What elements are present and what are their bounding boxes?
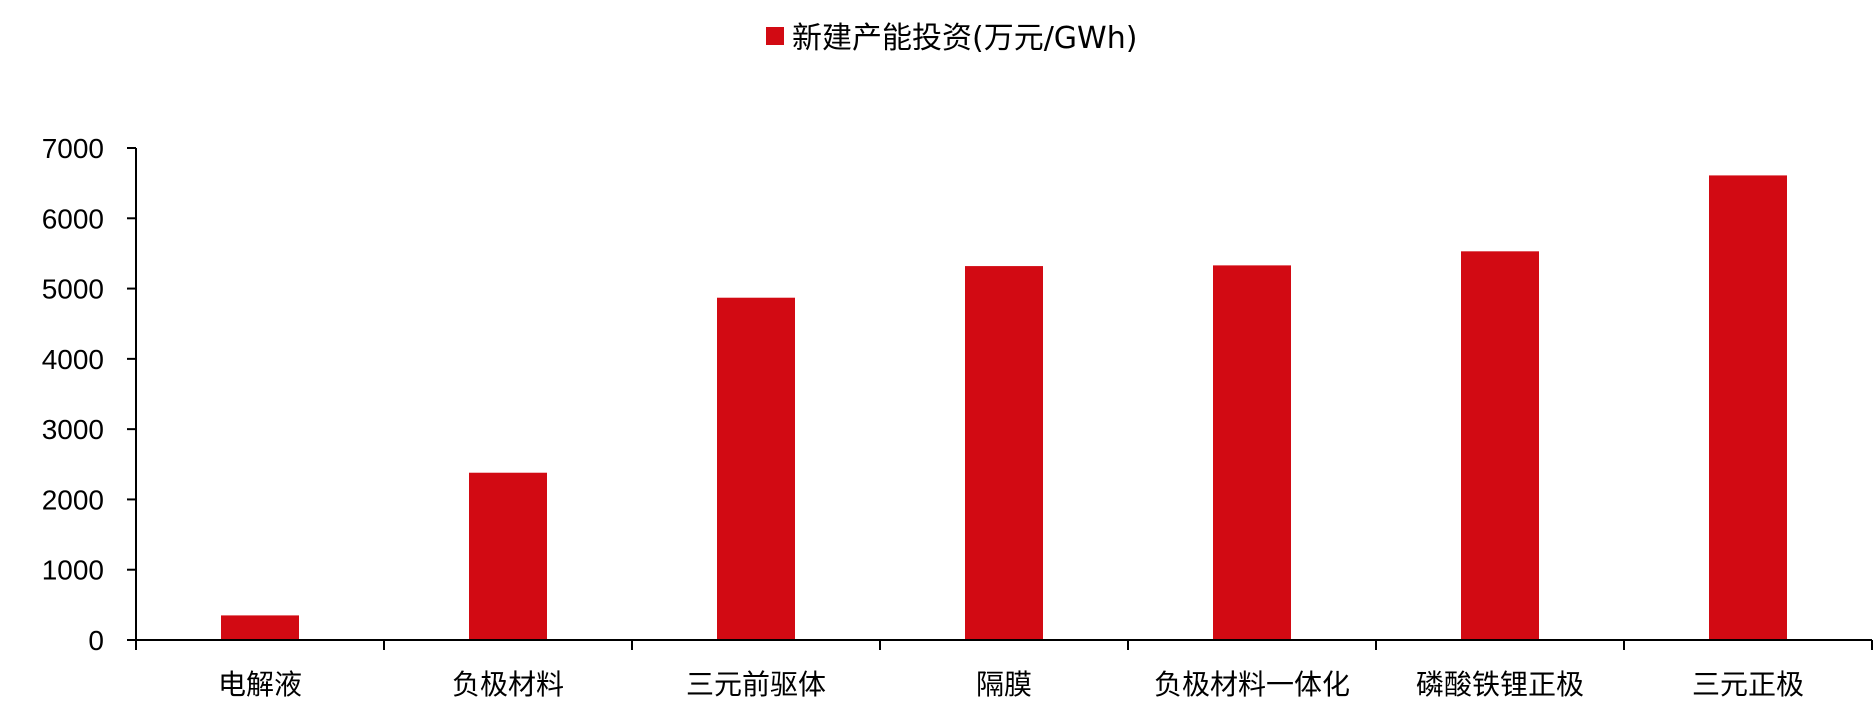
x-category-label: 三元前驱体 — [686, 668, 826, 701]
x-category-label: 三元正极 — [1692, 668, 1804, 701]
legend-entry: 新建产能投资(万元/GWh) — [792, 21, 1137, 56]
x-category-label: 磷酸铁锂正极 — [1416, 668, 1584, 701]
bar — [1213, 265, 1291, 640]
bar — [717, 297, 795, 640]
x-category-label: 负极材料一体化 — [1154, 668, 1350, 701]
y-tick-label: 6000 — [42, 203, 104, 234]
y-tick-label: 0 — [88, 625, 104, 656]
bar — [1461, 251, 1539, 640]
bar — [1709, 175, 1787, 640]
x-category-label: 隔膜 — [976, 668, 1032, 701]
x-axis: 电解液 负极材料 三元前驱体 隔膜 负极材料一体化 磷酸铁锂正极 三元正极 — [135, 639, 1873, 701]
y-axis: 0 1000 2000 3000 4000 5000 6000 7000 — [42, 133, 137, 656]
x-category-label: 负极材料 — [452, 668, 564, 701]
bars — [221, 175, 1787, 640]
y-tick-label: 1000 — [42, 555, 104, 586]
bar — [965, 266, 1043, 640]
y-tick-label: 3000 — [42, 414, 104, 445]
y-tick-label: 7000 — [42, 133, 104, 164]
bar — [221, 615, 299, 640]
legend-swatch — [766, 27, 784, 45]
y-tick-label: 5000 — [42, 274, 104, 305]
y-tick-label: 2000 — [42, 484, 104, 515]
bar — [469, 472, 547, 640]
y-tick-label: 4000 — [42, 344, 104, 375]
x-category-label: 电解液 — [218, 668, 302, 701]
legend: 新建产能投资(万元/GWh) — [766, 21, 1137, 56]
